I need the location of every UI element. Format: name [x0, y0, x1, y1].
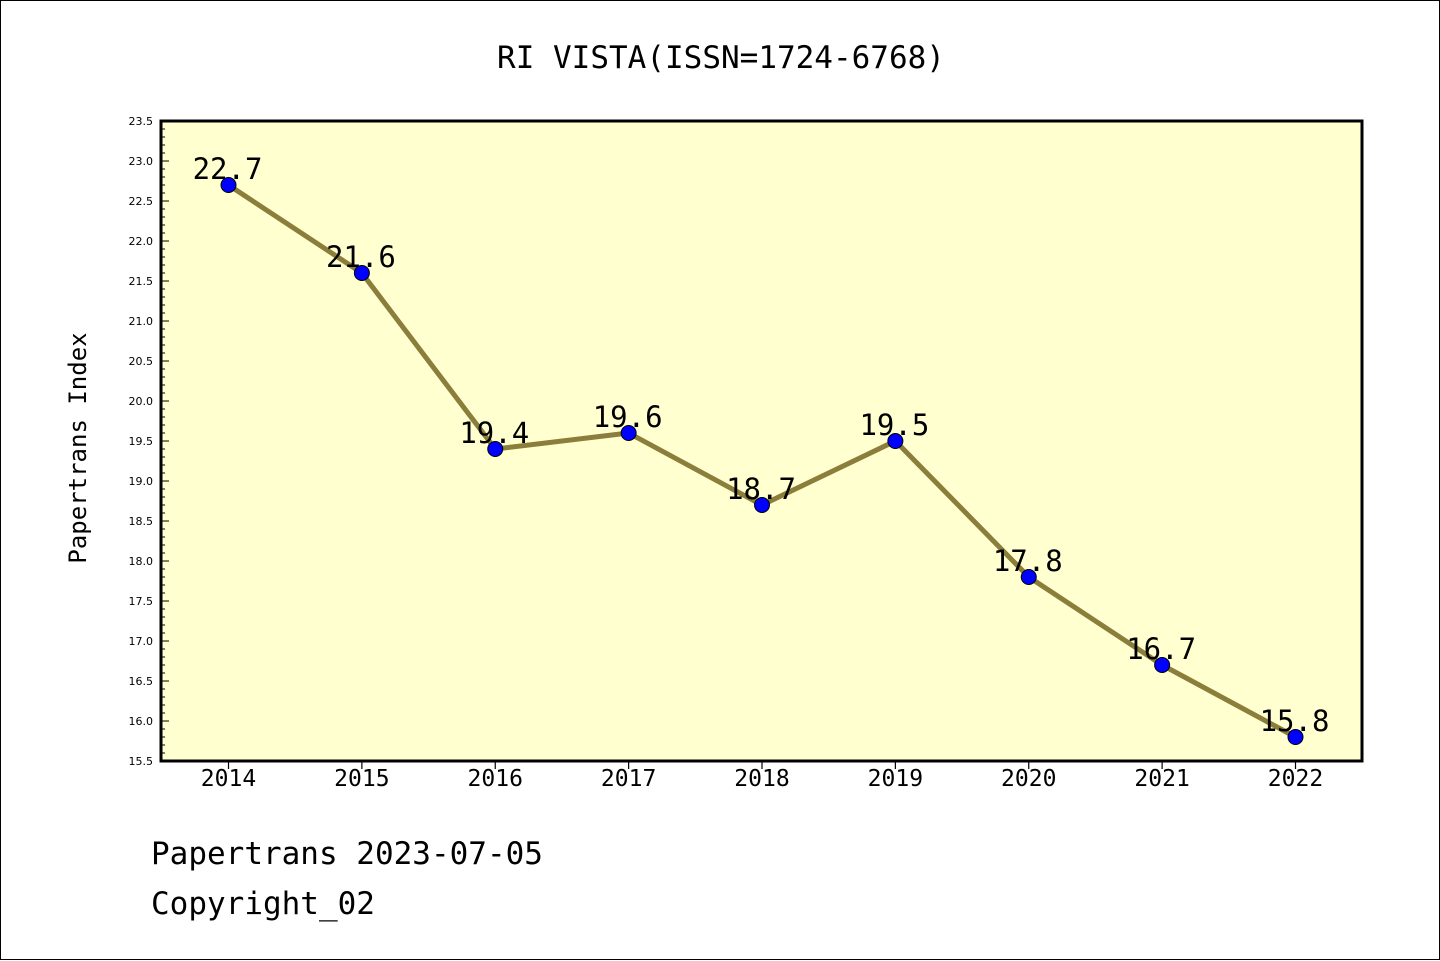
y-axis-ticks: 15.5 16.0 16.5 17.0 17.5 18.0 18.5 19.0 19.5 20.0… [129, 115, 169, 768]
data-labels-group: 22.7 21.6 19.4 19.6 18.7 19.5 17.8 16.7 15.8 [193, 152, 1330, 738]
data-label: 16.7 [1126, 632, 1196, 666]
y-tick-label: 21.5 [129, 275, 154, 288]
data-label: 18.7 [726, 472, 796, 506]
y-tick-label: 19.5 [129, 435, 154, 448]
data-point [487, 441, 504, 457]
y-tick-label: 20.5 [129, 355, 154, 368]
y-tick-label: 22.0 [129, 235, 154, 248]
y-tick-label: 18.0 [129, 555, 154, 568]
chart-title: RI VISTA(ISSN=1724-6768) [497, 40, 945, 76]
y-tick-label: 19.0 [129, 475, 154, 488]
y-tick-label: 22.5 [129, 195, 154, 208]
data-point [620, 425, 637, 441]
data-label: 21.6 [326, 240, 396, 274]
x-tick-label: 2020 [1001, 766, 1056, 792]
y-tick-label: 23.0 [129, 155, 154, 168]
y-tick-label: 18.5 [129, 515, 154, 528]
y-tick-label: 23.5 [129, 115, 154, 128]
data-label: 19.4 [459, 416, 529, 450]
footer-date-line: Papertrans 2023-07-05 [151, 836, 543, 872]
y-tick-label: 20.0 [129, 395, 154, 408]
y-axis-label: Papertrans Index [64, 332, 92, 563]
data-label: 22.7 [193, 152, 263, 186]
x-tick-label: 2018 [734, 766, 789, 792]
data-point [1020, 569, 1037, 585]
y-tick-label: 16.5 [129, 675, 154, 688]
y-tick-label: 21.0 [129, 315, 154, 328]
x-axis-ticks: 2014 2015 2016 2017 2018 2019 2020 2021 2022 [201, 761, 1323, 792]
data-point [1287, 729, 1304, 745]
plot-area [159, 119, 1364, 763]
points-group [220, 177, 1304, 745]
data-point [887, 433, 904, 449]
y-tick-label: 17.5 [129, 595, 154, 608]
data-label: 19.6 [593, 400, 663, 434]
data-point [220, 177, 237, 193]
data-label: 15.8 [1260, 704, 1330, 738]
y-tick-label: 16.0 [129, 715, 154, 728]
x-tick-label: 2017 [601, 766, 656, 792]
data-point [1154, 657, 1171, 673]
x-tick-label: 2016 [468, 766, 523, 792]
data-point [754, 497, 770, 513]
x-tick-label: 2015 [334, 766, 389, 792]
data-point [353, 265, 370, 281]
x-tick-label: 2022 [1268, 766, 1323, 792]
data-label: 17.8 [993, 544, 1063, 578]
y-tick-label: 17.0 [129, 635, 154, 648]
footer-copyright-line: Copyright_02 [151, 886, 375, 922]
y-tick-label: 15.5 [129, 755, 154, 768]
x-tick-label: 2014 [201, 766, 256, 792]
data-label: 19.5 [859, 408, 929, 442]
x-tick-label: 2019 [868, 766, 923, 792]
x-tick-label: 2021 [1134, 766, 1189, 792]
